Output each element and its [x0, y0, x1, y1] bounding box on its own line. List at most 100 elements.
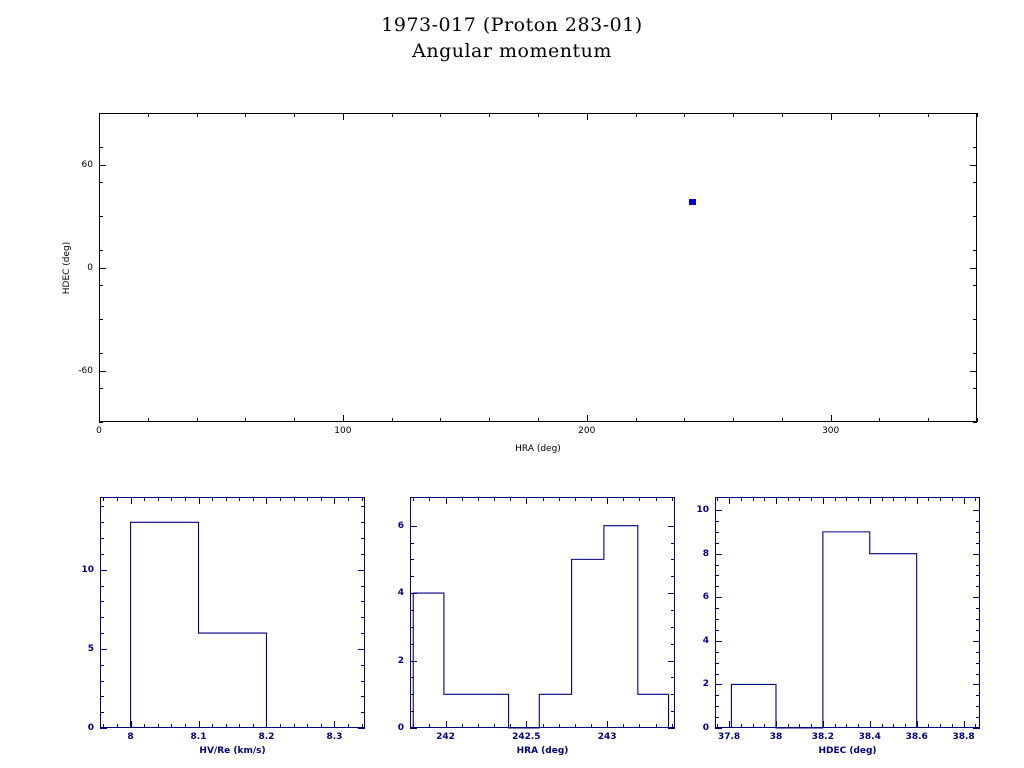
minor-tick-x: [928, 418, 930, 422]
x-axis-title: HRA (deg): [516, 746, 569, 756]
minor-tick-y: [99, 147, 103, 149]
major-tick-x: [830, 113, 832, 120]
minor-tick-y: [976, 706, 980, 708]
minor-tick-x: [239, 724, 241, 728]
minor-tick-y: [976, 662, 980, 664]
major-tick-y: [973, 640, 980, 642]
minor-tick-x: [293, 724, 295, 728]
histogram-step-line: [130, 521, 268, 728]
minor-tick-x: [904, 497, 906, 501]
minor-tick-x: [212, 724, 214, 728]
minor-tick-y: [715, 695, 719, 697]
minor-tick-x: [764, 724, 766, 728]
minor-tick-y: [410, 576, 414, 578]
minor-tick-x: [781, 418, 783, 422]
minor-tick-y: [976, 564, 980, 566]
minor-tick-x: [951, 497, 953, 501]
minor-tick-y: [973, 284, 977, 286]
minor-tick-y: [361, 506, 365, 508]
major-tick-y: [715, 640, 722, 642]
y-tick-label: 60: [81, 159, 93, 170]
y-tick-label: 10: [696, 505, 709, 516]
x-axis-title: HDEC (deg): [818, 746, 877, 756]
minor-tick-y: [361, 633, 365, 635]
minor-tick-x: [280, 724, 282, 728]
x-tick-label: 242.5: [512, 732, 541, 742]
hra-histogram-trace: [412, 525, 670, 729]
minor-tick-x: [477, 497, 479, 501]
minor-tick-y: [976, 673, 980, 675]
major-tick-x: [916, 497, 918, 504]
minor-tick-y: [973, 147, 977, 149]
major-tick-x: [869, 721, 871, 728]
major-tick-x: [445, 721, 447, 728]
minor-tick-x: [671, 724, 673, 728]
minor-tick-y: [715, 651, 719, 653]
y-tick-label: 6: [397, 520, 404, 531]
minor-tick-x: [781, 113, 783, 117]
y-tick-label: 8: [702, 548, 709, 559]
major-tick-x: [916, 721, 918, 728]
y-tick-label: 5: [87, 643, 94, 654]
minor-tick-x: [147, 418, 149, 422]
x-tick-label: 38.2: [811, 732, 834, 742]
minor-tick-x: [879, 113, 881, 117]
major-tick-x: [266, 721, 268, 728]
minor-tick-y: [976, 695, 980, 697]
major-tick-x: [607, 721, 609, 728]
minor-tick-y: [99, 319, 103, 320]
minor-tick-x: [542, 724, 544, 728]
minor-tick-y: [361, 664, 365, 666]
major-tick-y: [668, 660, 675, 662]
minor-tick-x: [252, 497, 254, 501]
y-tick-label: 10: [81, 564, 94, 575]
minor-tick-x: [494, 497, 496, 501]
minor-tick-x: [461, 497, 463, 501]
minor-tick-x: [245, 418, 247, 422]
x-axis-title: HV/Re (km/s): [199, 746, 266, 756]
minor-tick-x: [977, 113, 978, 117]
minor-tick-x: [904, 724, 906, 728]
minor-tick-x: [348, 724, 349, 728]
major-tick-x: [334, 721, 336, 728]
minor-tick-y: [715, 586, 719, 588]
major-tick-x: [198, 721, 200, 728]
minor-tick-x: [655, 724, 657, 728]
y-tick-label: 6: [702, 592, 709, 603]
y-tick-label: 0: [87, 723, 94, 733]
minor-tick-x: [494, 724, 496, 728]
minor-tick-y: [361, 696, 365, 698]
minor-tick-x: [834, 724, 836, 728]
histogram-step-line: [412, 525, 670, 729]
minor-tick-x: [510, 497, 512, 501]
minor-tick-x: [348, 497, 349, 501]
minor-tick-y: [410, 542, 414, 544]
minor-tick-x: [293, 497, 295, 501]
minor-tick-y: [976, 619, 980, 621]
minor-tick-y: [99, 216, 103, 217]
major-tick-y: [715, 597, 722, 599]
major-tick-y: [973, 553, 980, 555]
minor-tick-x: [881, 724, 883, 728]
minor-tick-y: [715, 706, 719, 708]
minor-tick-x: [834, 497, 836, 501]
y-tick-label: -60: [78, 365, 93, 376]
minor-tick-y: [973, 113, 977, 114]
minor-tick-x: [413, 497, 415, 501]
hv-re-histogram-trace: [130, 521, 268, 728]
major-tick-y: [358, 728, 365, 729]
minor-tick-x: [440, 418, 442, 422]
major-tick-x: [266, 497, 268, 504]
hv-re-histogram-panel: [100, 497, 365, 729]
minor-tick-x: [752, 724, 754, 728]
x-tick-label: 300: [822, 426, 840, 436]
major-tick-x: [586, 113, 588, 120]
minor-tick-x: [740, 497, 742, 501]
major-tick-x: [822, 721, 824, 728]
minor-tick-x: [684, 113, 686, 117]
major-tick-x: [342, 415, 344, 422]
minor-tick-x: [225, 724, 227, 728]
x-tick-label: 242: [436, 732, 455, 742]
x-tick-label: 38.4: [858, 732, 881, 742]
minor-tick-y: [100, 553, 104, 555]
